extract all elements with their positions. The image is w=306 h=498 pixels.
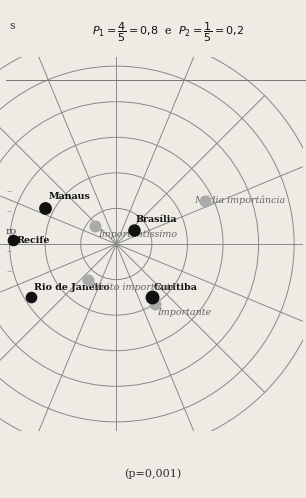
- Text: Média importância: Média importância: [195, 195, 286, 205]
- Text: (p=0,001): (p=0,001): [124, 469, 182, 479]
- Text: –: –: [6, 207, 11, 216]
- Text: –: –: [6, 267, 11, 276]
- Text: Recife: Recife: [17, 236, 50, 245]
- Text: Curitiba: Curitiba: [154, 283, 197, 292]
- Text: Rio de Janeiro: Rio de Janeiro: [35, 283, 110, 292]
- Point: [11, 237, 16, 245]
- Point: [43, 205, 48, 213]
- Text: Importante: Importante: [157, 308, 211, 317]
- Text: Importantíssimo: Importantíssimo: [99, 230, 177, 240]
- Point: [85, 275, 90, 283]
- Text: ro: ro: [6, 227, 17, 236]
- Text: –: –: [6, 187, 11, 196]
- Text: Manaus: Manaus: [49, 192, 91, 201]
- Text: –: –: [6, 247, 11, 256]
- Point: [149, 293, 154, 301]
- Text: Brasília: Brasília: [136, 216, 177, 225]
- Point: [153, 300, 158, 308]
- Text: Muito importante: Muito importante: [91, 283, 176, 292]
- Text: s: s: [9, 21, 15, 31]
- Point: [132, 226, 136, 234]
- Point: [92, 222, 97, 230]
- Point: [203, 197, 208, 205]
- Text: $P_1 = \dfrac{4}{5} = 0{,}8$  e  $P_2 = \dfrac{1}{5} = 0{,}2$: $P_1 = \dfrac{4}{5} = 0{,}8$ e $P_2 = \d…: [92, 21, 244, 44]
- Point: [28, 293, 33, 301]
